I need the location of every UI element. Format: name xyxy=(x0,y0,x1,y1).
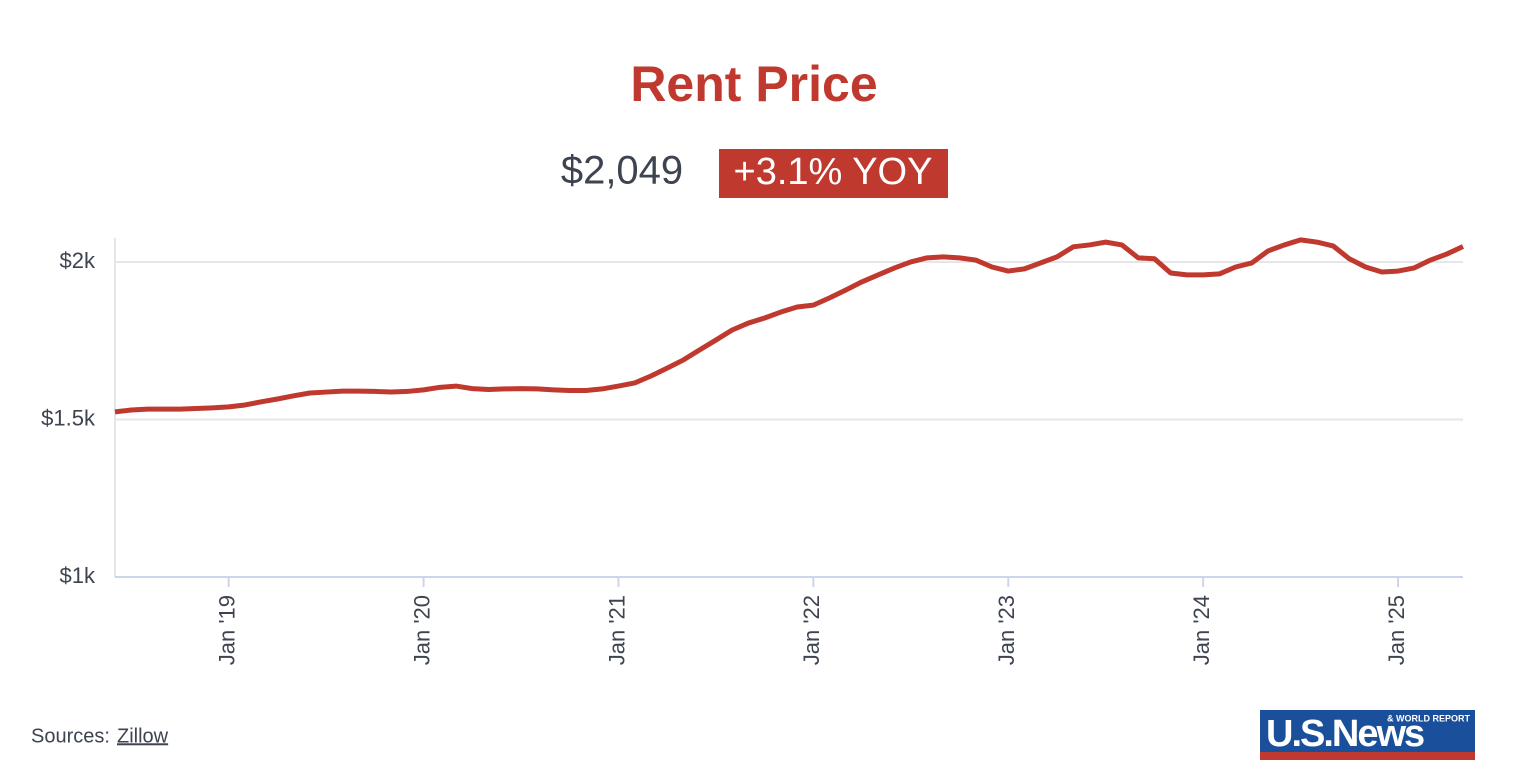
logo-box xyxy=(1260,710,1475,760)
y-tick-label: $2k xyxy=(60,248,96,273)
chart-title: Rent Price xyxy=(630,56,877,112)
headline-value: $2,049 xyxy=(561,149,683,193)
x-tick-label: Jan '20 xyxy=(409,595,434,665)
headline-change: +3.1% YOY xyxy=(734,151,933,193)
x-tick-label: Jan '25 xyxy=(1384,595,1409,665)
x-tick-label: Jan '19 xyxy=(214,595,239,665)
logo-name: U.S.News xyxy=(1266,713,1424,755)
x-tick-label: Jan '22 xyxy=(799,595,824,665)
x-tick-label: Jan '24 xyxy=(1189,595,1214,665)
line-series xyxy=(114,237,1465,415)
sources-label: Sources: xyxy=(31,725,110,747)
logo-tagline: & WORLD REPORT xyxy=(1387,713,1470,723)
y-tick-label: $1k xyxy=(60,563,96,588)
source-link[interactable]: Zillow xyxy=(117,725,169,747)
y-tick-label: $1.5k xyxy=(41,405,96,430)
x-tick-label: Jan '21 xyxy=(604,595,629,665)
logo-stripe xyxy=(1260,752,1475,760)
change-badge xyxy=(719,149,948,198)
x-tick-label: Jan '23 xyxy=(994,595,1019,665)
plot-area: $1k $1.5k $2k Jan '19 Jan '20 Jan '21 Jan '22 J… xyxy=(41,237,1465,665)
